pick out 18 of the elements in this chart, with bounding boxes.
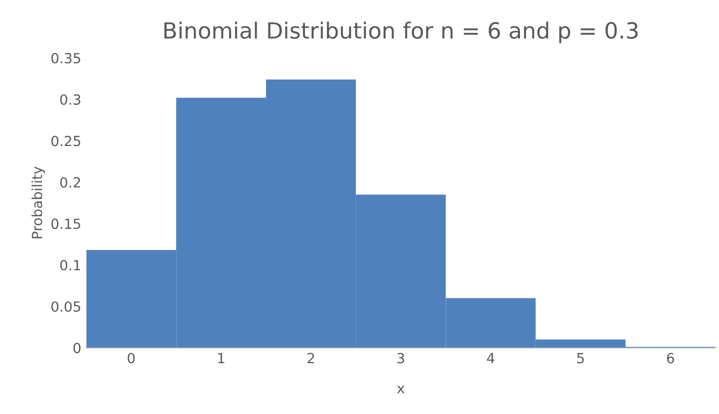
y-tick-label: 0.15 [51,218,80,230]
y-tick-label: 0.1 [60,260,80,270]
x-tick-label: 5 [577,353,584,364]
x-tick-label: 3 [397,352,404,364]
y-tick-label: 0.25 [51,136,80,146]
chart-title: Binomial Distribution for n = 6 and p = 0.3 [164,22,638,44]
x-tick-label: 4 [486,353,494,364]
x-tick-label: 6 [667,352,674,364]
x-tick-label: 2 [308,352,314,364]
y-tick-label: 0.05 [51,301,80,312]
y-tick-label: 0 [74,342,80,354]
x-tick-label: 0 [128,352,135,364]
y-tick-label: 0.2 [60,177,80,188]
x-axis-title: x [397,386,404,394]
y-tick-label: 0.35 [51,52,80,64]
x-tick-label: 1 [218,353,224,364]
y-axis-title: Probability [31,166,45,238]
y-tick-label: 0.3 [60,94,80,105]
